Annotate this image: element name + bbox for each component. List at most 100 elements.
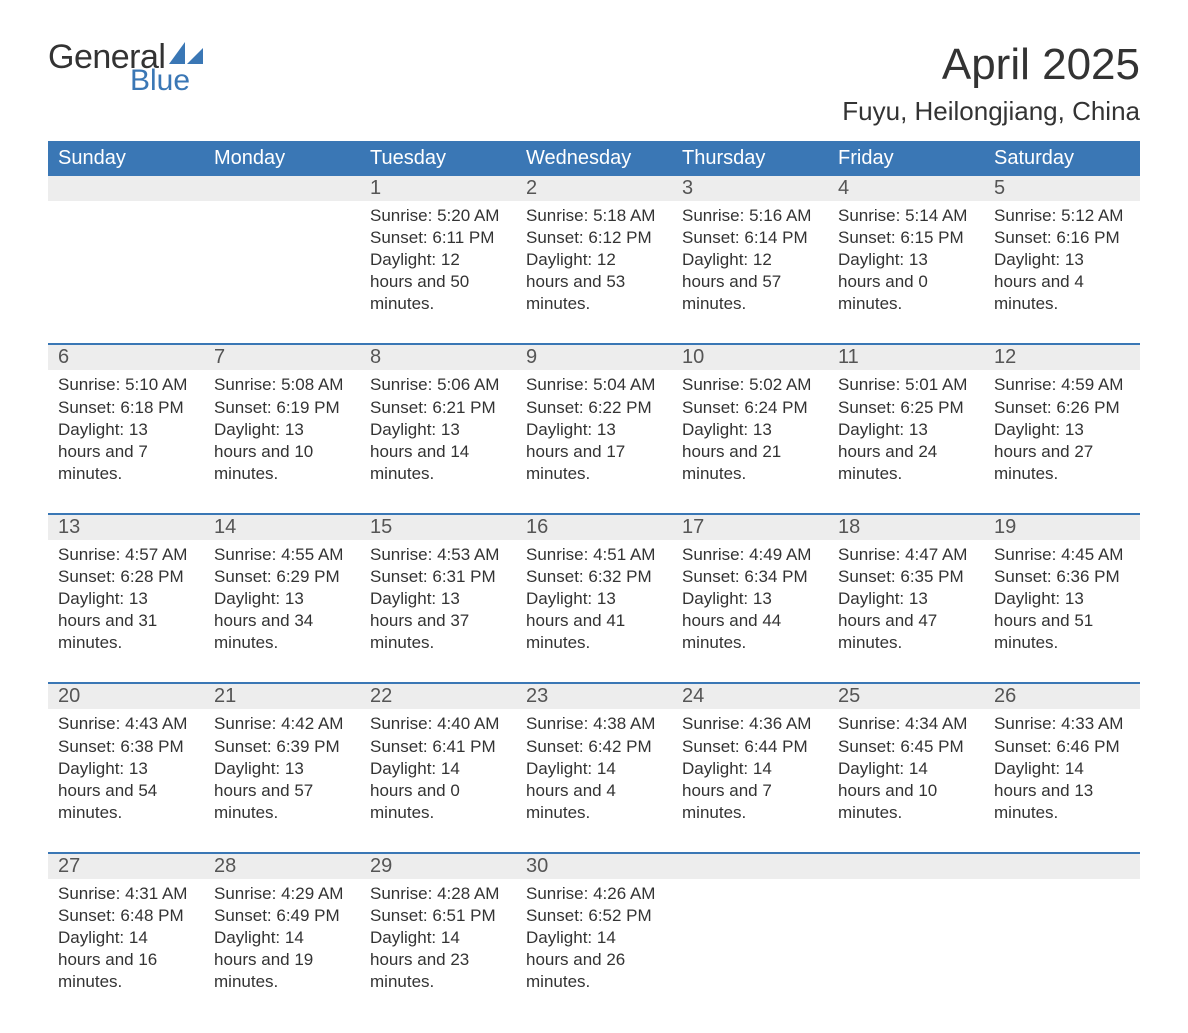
sunset-line: Sunset: 6:44 PM	[682, 736, 818, 758]
daylight-line: Daylight: 13 hours and 57 minutes.	[214, 758, 350, 824]
daylight-line: Daylight: 14 hours and 0 minutes.	[370, 758, 506, 824]
date-cell: 13	[48, 515, 204, 540]
day-header: Wednesday	[516, 141, 672, 176]
sunrise-line: Sunrise: 5:16 AM	[682, 205, 818, 227]
day-header: Monday	[204, 141, 360, 176]
daylight-line: Daylight: 14 hours and 16 minutes.	[58, 927, 194, 993]
sunrise-line: Sunrise: 5:08 AM	[214, 374, 350, 396]
date-cell: 22	[360, 684, 516, 709]
daylight-line: Daylight: 13 hours and 24 minutes.	[838, 419, 974, 485]
sunset-line: Sunset: 6:32 PM	[526, 566, 662, 588]
daylight-line: Daylight: 14 hours and 10 minutes.	[838, 758, 974, 824]
sunrise-line: Sunrise: 5:02 AM	[682, 374, 818, 396]
daylight-line: Daylight: 13 hours and 31 minutes.	[58, 588, 194, 654]
date-cell: 10	[672, 345, 828, 370]
daylight-line: Daylight: 13 hours and 17 minutes.	[526, 419, 662, 485]
sunset-line: Sunset: 6:16 PM	[994, 227, 1130, 249]
info-row: Sunrise: 5:10 AMSunset: 6:18 PMDaylight:…	[48, 370, 1140, 484]
daylight-line: Daylight: 12 hours and 57 minutes.	[682, 249, 818, 315]
info-cell: Sunrise: 5:06 AMSunset: 6:21 PMDaylight:…	[360, 370, 516, 484]
sunrise-line: Sunrise: 5:20 AM	[370, 205, 506, 227]
daylight-line: Daylight: 13 hours and 51 minutes.	[994, 588, 1130, 654]
date-cell: 21	[204, 684, 360, 709]
info-cell: Sunrise: 4:42 AMSunset: 6:39 PMDaylight:…	[204, 709, 360, 823]
date-cell: 26	[984, 684, 1140, 709]
day-header: Thursday	[672, 141, 828, 176]
daylight-line: Daylight: 12 hours and 53 minutes.	[526, 249, 662, 315]
sunrise-line: Sunrise: 5:14 AM	[838, 205, 974, 227]
daylight-line: Daylight: 14 hours and 7 minutes.	[682, 758, 818, 824]
info-cell: Sunrise: 4:29 AMSunset: 6:49 PMDaylight:…	[204, 879, 360, 993]
info-cell: Sunrise: 5:14 AMSunset: 6:15 PMDaylight:…	[828, 201, 984, 315]
sunset-line: Sunset: 6:41 PM	[370, 736, 506, 758]
day-header: Friday	[828, 141, 984, 176]
sunset-line: Sunset: 6:25 PM	[838, 397, 974, 419]
info-cell: Sunrise: 5:16 AMSunset: 6:14 PMDaylight:…	[672, 201, 828, 315]
info-cell	[984, 879, 1140, 993]
date-cell: 15	[360, 515, 516, 540]
daylight-line: Daylight: 13 hours and 10 minutes.	[214, 419, 350, 485]
sunset-line: Sunset: 6:36 PM	[994, 566, 1130, 588]
sunset-line: Sunset: 6:49 PM	[214, 905, 350, 927]
date-cell: 9	[516, 345, 672, 370]
info-cell: Sunrise: 5:18 AMSunset: 6:12 PMDaylight:…	[516, 201, 672, 315]
sunset-line: Sunset: 6:48 PM	[58, 905, 194, 927]
date-row: 12345	[48, 176, 1140, 201]
daylight-line: Daylight: 13 hours and 47 minutes.	[838, 588, 974, 654]
daylight-line: Daylight: 13 hours and 44 minutes.	[682, 588, 818, 654]
info-cell: Sunrise: 4:55 AMSunset: 6:29 PMDaylight:…	[204, 540, 360, 654]
sunset-line: Sunset: 6:22 PM	[526, 397, 662, 419]
info-row: Sunrise: 5:20 AMSunset: 6:11 PMDaylight:…	[48, 201, 1140, 315]
date-cell: 5	[984, 176, 1140, 201]
title-block: April 2025 Fuyu, Heilongjiang, China	[842, 40, 1140, 127]
date-cell: 20	[48, 684, 204, 709]
info-cell: Sunrise: 5:10 AMSunset: 6:18 PMDaylight:…	[48, 370, 204, 484]
daylight-line: Daylight: 13 hours and 37 minutes.	[370, 588, 506, 654]
date-cell: 28	[204, 854, 360, 879]
info-cell	[828, 879, 984, 993]
date-cell: 19	[984, 515, 1140, 540]
date-cell: 3	[672, 176, 828, 201]
date-cell: 14	[204, 515, 360, 540]
date-cell	[204, 176, 360, 201]
date-cell: 6	[48, 345, 204, 370]
info-cell	[672, 879, 828, 993]
daylight-line: Daylight: 13 hours and 54 minutes.	[58, 758, 194, 824]
sunrise-line: Sunrise: 4:29 AM	[214, 883, 350, 905]
date-row: 13141516171819	[48, 515, 1140, 540]
sunset-line: Sunset: 6:18 PM	[58, 397, 194, 419]
date-cell: 25	[828, 684, 984, 709]
info-cell: Sunrise: 4:53 AMSunset: 6:31 PMDaylight:…	[360, 540, 516, 654]
date-cell: 24	[672, 684, 828, 709]
date-cell: 18	[828, 515, 984, 540]
info-row: Sunrise: 4:57 AMSunset: 6:28 PMDaylight:…	[48, 540, 1140, 654]
date-cell: 30	[516, 854, 672, 879]
date-cell	[672, 854, 828, 879]
sunset-line: Sunset: 6:26 PM	[994, 397, 1130, 419]
date-cell	[48, 176, 204, 201]
logo: General Blue	[48, 40, 203, 96]
daylight-line: Daylight: 13 hours and 0 minutes.	[838, 249, 974, 315]
info-cell: Sunrise: 4:45 AMSunset: 6:36 PMDaylight:…	[984, 540, 1140, 654]
info-cell: Sunrise: 4:33 AMSunset: 6:46 PMDaylight:…	[984, 709, 1140, 823]
date-cell: 16	[516, 515, 672, 540]
daylight-line: Daylight: 14 hours and 23 minutes.	[370, 927, 506, 993]
sunset-line: Sunset: 6:21 PM	[370, 397, 506, 419]
sunrise-line: Sunrise: 4:42 AM	[214, 713, 350, 735]
info-cell: Sunrise: 4:51 AMSunset: 6:32 PMDaylight:…	[516, 540, 672, 654]
date-cell: 29	[360, 854, 516, 879]
info-cell: Sunrise: 5:20 AMSunset: 6:11 PMDaylight:…	[360, 201, 516, 315]
info-cell: Sunrise: 5:12 AMSunset: 6:16 PMDaylight:…	[984, 201, 1140, 315]
date-cell: 8	[360, 345, 516, 370]
day-header: Saturday	[984, 141, 1140, 176]
sunset-line: Sunset: 6:39 PM	[214, 736, 350, 758]
info-cell: Sunrise: 5:08 AMSunset: 6:19 PMDaylight:…	[204, 370, 360, 484]
date-cell: 17	[672, 515, 828, 540]
date-cell: 27	[48, 854, 204, 879]
info-cell	[204, 201, 360, 315]
sunset-line: Sunset: 6:29 PM	[214, 566, 350, 588]
sunrise-line: Sunrise: 4:40 AM	[370, 713, 506, 735]
sunrise-line: Sunrise: 4:26 AM	[526, 883, 662, 905]
info-cell: Sunrise: 4:31 AMSunset: 6:48 PMDaylight:…	[48, 879, 204, 993]
sunrise-line: Sunrise: 4:33 AM	[994, 713, 1130, 735]
